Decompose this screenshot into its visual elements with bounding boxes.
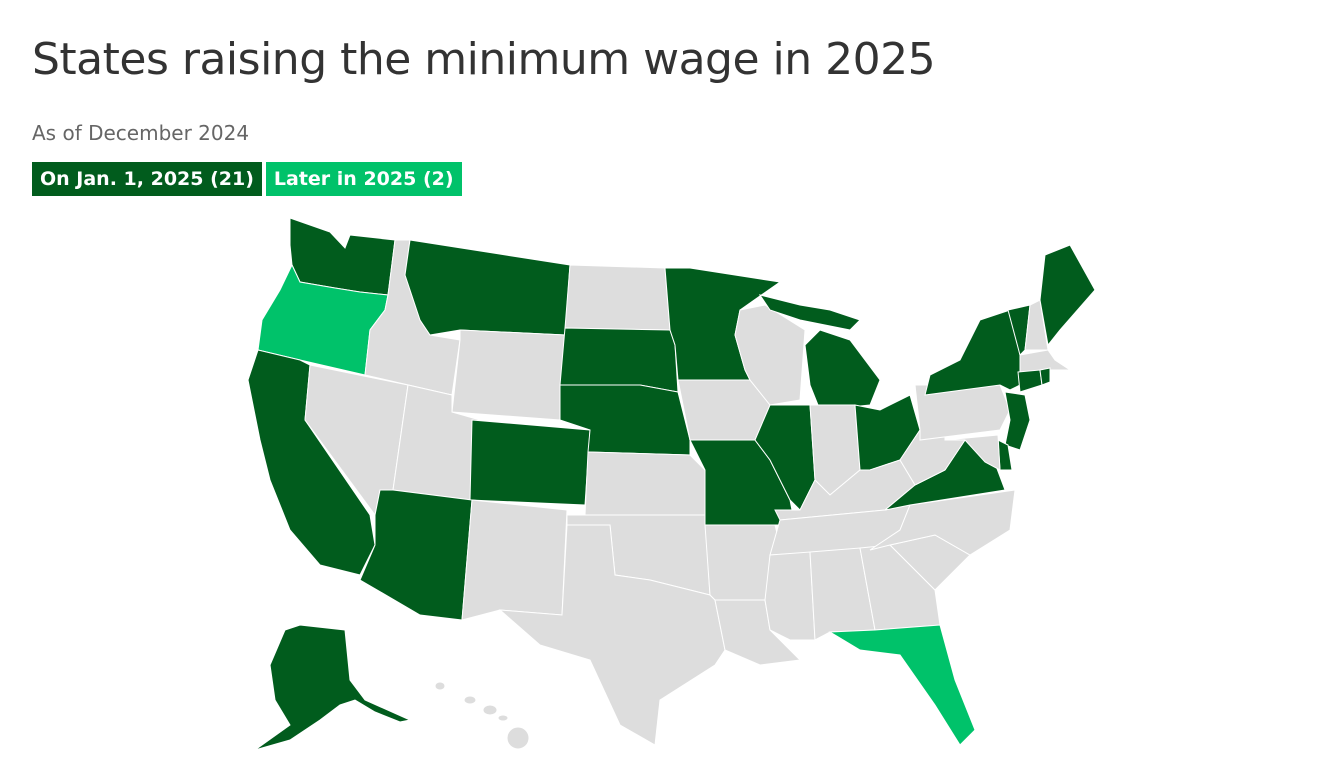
state-shape xyxy=(434,681,446,691)
state-shape xyxy=(1004,391,1031,451)
state-shape xyxy=(764,551,816,641)
state-shape xyxy=(758,294,881,411)
state-shape xyxy=(1017,369,1043,393)
state-shape xyxy=(451,329,566,421)
state-shape xyxy=(469,419,591,506)
state-shape xyxy=(1039,367,1051,386)
state-shape xyxy=(924,309,1021,396)
state-shape xyxy=(869,489,1016,556)
state-shape xyxy=(254,624,412,751)
state-shape xyxy=(463,695,477,705)
state-shape xyxy=(559,327,679,393)
legend-item: On Jan. 1, 2025 (21) xyxy=(32,162,262,196)
state-shape xyxy=(482,704,498,716)
state-shape xyxy=(506,726,530,750)
state-shape xyxy=(944,434,1001,471)
state-shape xyxy=(404,239,571,336)
legend: On Jan. 1, 2025 (21) Later in 2025 (2) xyxy=(32,162,462,196)
state-shape xyxy=(461,499,568,621)
state-shape xyxy=(498,524,726,746)
state-shape xyxy=(1039,244,1096,347)
state-shape xyxy=(497,714,509,722)
state-shape xyxy=(677,379,771,441)
title: States raising the minimum wage in 2025 xyxy=(32,34,936,85)
state-shape xyxy=(828,624,976,746)
state-shape xyxy=(359,489,473,621)
state-shape xyxy=(584,451,706,516)
subtitle: As of December 2024 xyxy=(32,121,250,145)
legend-item: Later in 2025 (2) xyxy=(265,162,462,196)
state-shape xyxy=(564,264,671,331)
